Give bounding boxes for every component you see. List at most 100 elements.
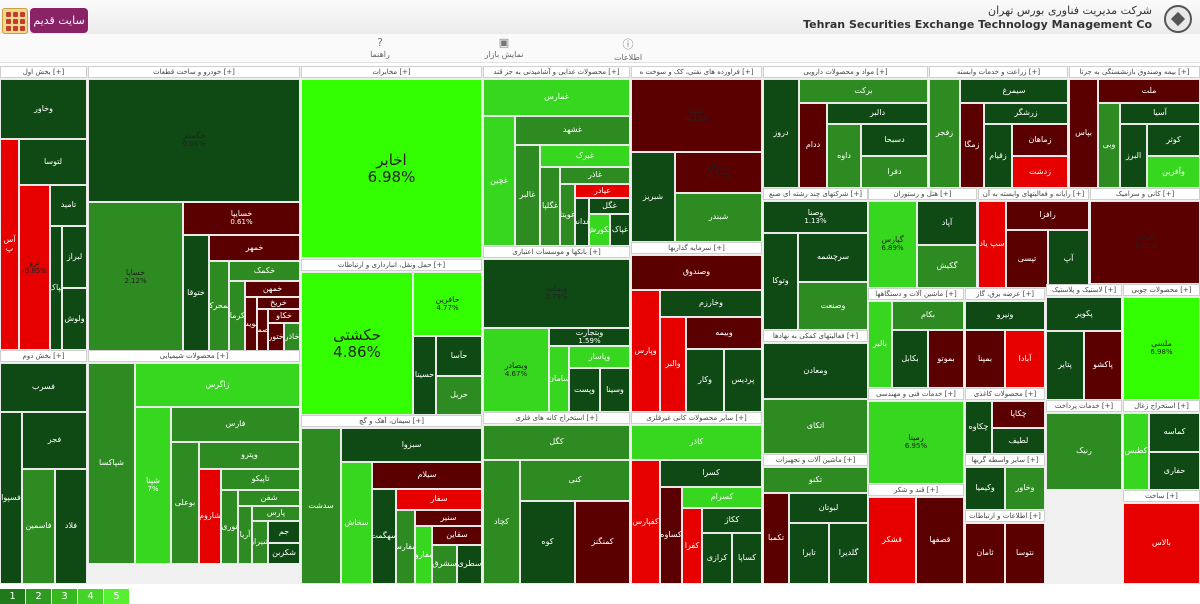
stock-tile[interactable]: وپست <box>569 368 600 412</box>
stock-tile[interactable]: شتران -0.25% <box>675 152 762 193</box>
stock-tile[interactable]: شپنا 7% <box>135 407 171 564</box>
stock-tile[interactable]: بالاس <box>1123 503 1200 584</box>
stock-tile[interactable]: کترام -0.25% <box>1090 201 1200 284</box>
stock-tile[interactable]: سشرق <box>432 545 457 584</box>
stock-tile[interactable]: ملت <box>1098 79 1200 103</box>
stock-tile[interactable]: کچاد <box>483 460 520 584</box>
stock-tile[interactable]: لبراز <box>62 226 87 288</box>
page-button-2[interactable]: 2 <box>26 589 51 604</box>
stock-tile[interactable]: بپاس <box>1069 79 1098 188</box>
stock-tile[interactable]: چکاوه <box>965 401 992 454</box>
stock-tile[interactable]: رنیک <box>1046 413 1122 490</box>
stock-tile[interactable]: وبصادر 4.67% <box>483 328 549 412</box>
stock-tile[interactable]: فارس <box>171 407 300 442</box>
stock-tile[interactable]: ککاژ <box>702 508 762 533</box>
stock-tile[interactable]: سطری <box>457 545 482 584</box>
stock-tile[interactable]: سخاش <box>341 462 372 584</box>
stock-tile[interactable]: خصمپر <box>257 309 268 352</box>
sector-header[interactable]: رایانه و فعالیتهای وابسته به آن [+] <box>978 188 1089 200</box>
stock-tile[interactable]: ختور <box>268 323 284 352</box>
stock-tile[interactable]: تکنو <box>763 467 868 493</box>
stock-tile[interactable]: سامان <box>549 346 569 412</box>
stock-tile[interactable]: فسرب <box>0 363 87 412</box>
stock-tile[interactable]: حافرین 4.77% <box>413 272 482 336</box>
stock-tile[interactable]: وآفرین <box>1147 156 1200 188</box>
stock-tile[interactable]: غمارس <box>483 79 630 116</box>
stock-tile[interactable]: رمپنا 6.95% <box>868 401 964 484</box>
stock-tile[interactable]: حریل <box>436 376 482 415</box>
stock-tile[interactable]: سنیر <box>415 510 482 526</box>
sector-header[interactable]: کانی و سرامیک [+] <box>1090 188 1200 200</box>
page-button-1[interactable]: 1 <box>0 589 25 604</box>
stock-tile[interactable]: وپارس <box>631 290 660 412</box>
stock-tile[interactable]: خمهن <box>245 281 300 297</box>
sector-header[interactable]: خدمات پرداخت [+] <box>1046 400 1122 412</box>
stock-tile[interactable]: قشکر <box>868 497 916 584</box>
stock-tile[interactable]: وتوکا <box>763 233 798 330</box>
stock-tile[interactable]: وبتجارت 1.59% <box>549 328 630 346</box>
stock-tile[interactable]: شبریز <box>631 152 675 242</box>
stock-tile[interactable]: داوه <box>827 124 861 188</box>
stock-tile[interactable]: آریا <box>238 506 252 564</box>
page-button-3[interactable]: 3 <box>52 589 77 604</box>
stock-tile[interactable]: سفارس <box>396 510 415 584</box>
stock-tile[interactable]: وسینا <box>600 368 630 412</box>
stock-tile[interactable]: زقیام <box>984 124 1012 188</box>
stock-tile[interactable]: وکار <box>686 349 724 412</box>
stock-tile[interactable]: دسبحا <box>861 124 928 156</box>
stock-tile[interactable]: گپارس 6.89% <box>868 201 917 288</box>
stock-tile[interactable]: رافزا <box>1006 201 1089 230</box>
stock-tile[interactable]: پردیس <box>724 349 762 412</box>
stock-tile[interactable]: گکیش <box>917 245 977 288</box>
stock-tile[interactable]: شپاکسا <box>88 363 135 564</box>
stock-tile[interactable]: سیمرغ <box>960 79 1068 103</box>
stock-tile[interactable]: آسیا <box>1120 103 1200 124</box>
stock-tile[interactable]: آس پ <box>0 139 19 350</box>
sector-header[interactable]: بیمه وصندوق بازنشستگی به جزتا [+] <box>1069 66 1200 78</box>
nav-market-display[interactable]: ▣ نمایش بازار <box>474 36 534 59</box>
stock-tile[interactable]: کفرا <box>682 508 702 584</box>
grid-logo-icon[interactable] <box>2 8 28 34</box>
stock-tile[interactable]: ونیرو <box>965 301 1045 330</box>
stock-tile[interactable]: کطبس <box>1123 413 1149 490</box>
stock-tile[interactable]: ختوقا <box>183 235 209 352</box>
sector-header[interactable]: شرکتهای چند رشته ای صنع [+] <box>763 188 868 200</box>
stock-tile[interactable]: غبرک <box>540 145 630 167</box>
stock-tile[interactable]: حمحرکه <box>209 261 229 352</box>
nav-help[interactable]: ? راهنما <box>350 36 410 59</box>
stock-tile[interactable]: حفاری <box>1149 452 1200 490</box>
stock-tile[interactable]: ملسی 6.98% <box>1123 297 1200 400</box>
sector-header[interactable]: بخش اول [+] <box>0 66 87 78</box>
stock-tile[interactable]: گلدیرا <box>829 523 868 584</box>
stock-tile[interactable]: کساوه <box>660 487 682 584</box>
stock-tile[interactable]: تایرا <box>789 523 829 584</box>
sector-header[interactable]: استخراج کانه های فلزی [+] <box>483 412 630 424</box>
stock-tile[interactable]: شکربن <box>268 543 300 564</box>
stock-tile[interactable]: کساپا <box>732 533 762 584</box>
sector-header[interactable]: زراعت و خدمات وابسته [+] <box>929 66 1068 78</box>
stock-tile[interactable]: ددام <box>799 103 827 188</box>
stock-tile[interactable]: زرشگر <box>984 103 1068 124</box>
stock-tile[interactable]: کگل <box>483 425 630 460</box>
stock-tile[interactable]: غچین <box>483 116 515 246</box>
stock-tile[interactable]: سیلام <box>372 462 482 489</box>
stock-tile[interactable]: وخارزم <box>660 290 762 317</box>
stock-tile[interactable]: کوثر <box>1147 124 1200 156</box>
stock-tile[interactable]: وپاسار <box>569 346 630 368</box>
sector-header[interactable]: مخابرات [+] <box>301 66 482 78</box>
stock-tile[interactable]: زدشت <box>1012 156 1068 188</box>
stock-tile[interactable]: کفپارس <box>631 460 660 584</box>
stock-tile[interactable]: خگستر 0.06% <box>88 79 300 202</box>
stock-tile[interactable]: وصنعت <box>798 282 868 330</box>
stock-tile[interactable]: عیادر <box>575 184 630 198</box>
stock-tile[interactable]: غکورش <box>589 214 610 246</box>
sector-header[interactable]: خدمات فنی و مهندسی [+] <box>868 388 964 400</box>
stock-tile[interactable]: بکابل <box>892 330 928 388</box>
stock-tile[interactable]: شاروم <box>199 469 221 564</box>
stock-tile[interactable]: خپویش <box>245 297 257 352</box>
stock-tile[interactable]: زفجر <box>929 79 960 188</box>
stock-tile[interactable]: حکشتی 4.86% <box>301 272 413 415</box>
stock-tile[interactable]: آپ <box>1048 230 1089 288</box>
stock-tile[interactable]: غاذر <box>560 167 630 184</box>
stock-tile[interactable]: بالبر <box>868 301 892 388</box>
